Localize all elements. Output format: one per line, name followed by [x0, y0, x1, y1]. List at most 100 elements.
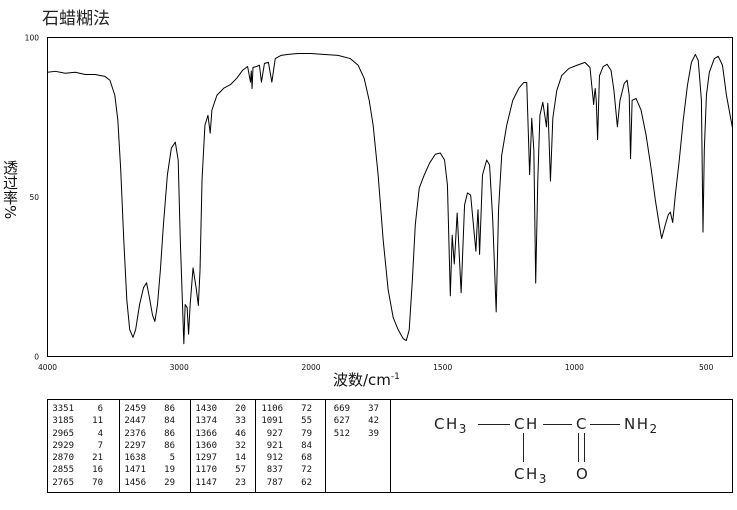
peak-transmittance: 39	[368, 428, 379, 439]
x-tick-label: 1000	[565, 363, 584, 372]
peak-table: 3351 6 3185 11 2965 4 2929 7 2870 21 2855 16 2765 70 2…	[47, 399, 733, 493]
peak-transmittance: 16	[92, 465, 103, 476]
peak-wavenumber: 1170	[195, 465, 217, 476]
peak-row: 3185 11	[52, 415, 103, 427]
peak-row: 1091 55	[261, 415, 312, 427]
peak-wavenumber: 2765	[52, 477, 74, 488]
peak-transmittance: 55	[301, 416, 312, 427]
peak-wavenumber: 1471	[124, 465, 146, 476]
peak-wavenumber: 2870	[52, 453, 74, 464]
peak-wavenumber: 1456	[124, 477, 146, 488]
peak-row: 512 39	[328, 428, 379, 440]
peak-wavenumber: 1360	[195, 440, 217, 451]
atom-label: NH	[624, 415, 650, 433]
peak-wavenumber: 2965	[52, 428, 74, 439]
peak-row: 2855 16	[52, 464, 103, 476]
peak-transmittance: 72	[301, 465, 312, 476]
series-layer	[47, 52, 733, 345]
x-tick-label: 2000	[301, 363, 320, 372]
peak-wavenumber: 1366	[195, 428, 217, 439]
peak-transmittance: 7	[97, 440, 103, 451]
peak-transmittance: 86	[164, 428, 175, 439]
x-tick-label: 500	[699, 363, 714, 372]
atom-label: CH	[514, 465, 539, 483]
atom-label: C	[576, 415, 588, 433]
table-divider	[325, 400, 326, 492]
peak-transmittance: 86	[164, 404, 175, 414]
peak-row: 2376 86	[124, 428, 175, 440]
peak-wavenumber: 921	[266, 440, 283, 451]
peak-row: 1366 46	[195, 428, 246, 440]
peak-transmittance: 11	[92, 416, 103, 427]
peak-row: 927 79	[261, 428, 312, 440]
spectrum-line	[47, 52, 733, 345]
table-divider	[119, 400, 120, 492]
peak-row: 2929 7	[52, 440, 103, 452]
peak-column: 1106 72 1091 55 927 79 921 84 912 68 837 72 787 62	[261, 403, 312, 489]
peak-transmittance: 23	[235, 477, 246, 488]
peak-wavenumber: 512	[333, 428, 350, 439]
peak-transmittance: 20	[235, 404, 246, 414]
x-tick-label: 3000	[170, 363, 189, 372]
peak-row: 2447 84	[124, 415, 175, 427]
x-axis-label-text: 波数/cm	[333, 371, 391, 389]
peak-transmittance: 62	[301, 477, 312, 488]
peak-row: 1106 72	[261, 403, 312, 415]
peak-transmittance: 4	[97, 428, 103, 439]
peak-row: 1147 23	[195, 477, 246, 489]
peak-wavenumber: 627	[333, 416, 350, 427]
peak-wavenumber: 1374	[195, 416, 217, 427]
peak-wavenumber: 1638	[124, 453, 146, 464]
peak-wavenumber: 2855	[52, 465, 74, 476]
peak-wavenumber: 3185	[52, 416, 74, 427]
peak-transmittance: 37	[368, 404, 379, 414]
atom-oxygen: O	[576, 466, 589, 482]
peak-row: 669 37	[328, 403, 379, 415]
peak-wavenumber: 2929	[52, 440, 74, 451]
atom-subscript: 2	[649, 422, 659, 436]
peak-transmittance: 84	[164, 416, 175, 427]
peak-wavenumber: 1106	[261, 404, 283, 414]
x-tick-label: 1500	[433, 363, 452, 372]
peak-wavenumber: 927	[266, 428, 283, 439]
peak-transmittance: 32	[235, 440, 246, 451]
plot-frame	[47, 37, 733, 357]
atom-label: CH	[514, 415, 539, 433]
peak-column: 1430 20 1374 33 1366 46 1360 32 1297 14 1170 57 1147…	[195, 403, 246, 489]
peak-wavenumber: 2447	[124, 416, 146, 427]
atom-methyl-left: CH3	[434, 415, 468, 435]
peak-column: 669 37 627 42 512 39	[328, 403, 379, 440]
y-tick-label: 0	[34, 353, 39, 362]
x-tick-label: 4000	[38, 363, 57, 372]
peak-transmittance: 79	[301, 428, 312, 439]
peak-row: 787 62	[261, 477, 312, 489]
peak-row: 1360 32	[195, 440, 246, 452]
peak-wavenumber: 1147	[195, 477, 217, 488]
peak-transmittance: 46	[235, 428, 246, 439]
peak-wavenumber: 669	[333, 404, 350, 414]
peak-row: 2765 70	[52, 477, 103, 489]
peak-row: 2965 4	[52, 428, 103, 440]
peak-row: 1471 19	[124, 464, 175, 476]
peak-wavenumber: 1297	[195, 453, 217, 464]
peak-transmittance: 33	[235, 416, 246, 427]
peak-transmittance: 29	[164, 477, 175, 488]
peak-row: 1170 57	[195, 464, 246, 476]
x-axis-ticks: 4000 3000 2000 1500 1000 500	[38, 363, 714, 372]
peak-transmittance: 21	[92, 453, 103, 464]
peak-transmittance: 19	[164, 465, 175, 476]
peak-wavenumber: 912	[266, 453, 283, 464]
peak-row: 1374 33	[195, 415, 246, 427]
x-axis-label-exponent: -1	[390, 372, 400, 382]
chart-title: 石蜡糊法	[42, 9, 110, 29]
y-tick-label: 100	[25, 34, 40, 43]
atom-amino: NH2	[624, 415, 659, 435]
atom-subscript: 3	[458, 422, 468, 436]
peak-transmittance: 42	[368, 416, 379, 427]
peak-row: 912 68	[261, 452, 312, 464]
atom-label: CH	[434, 415, 459, 433]
peak-transmittance: 5	[169, 453, 175, 464]
peak-transmittance: 6	[97, 404, 103, 414]
peak-row: 2870 21	[52, 452, 103, 464]
peak-wavenumber: 837	[266, 465, 283, 476]
